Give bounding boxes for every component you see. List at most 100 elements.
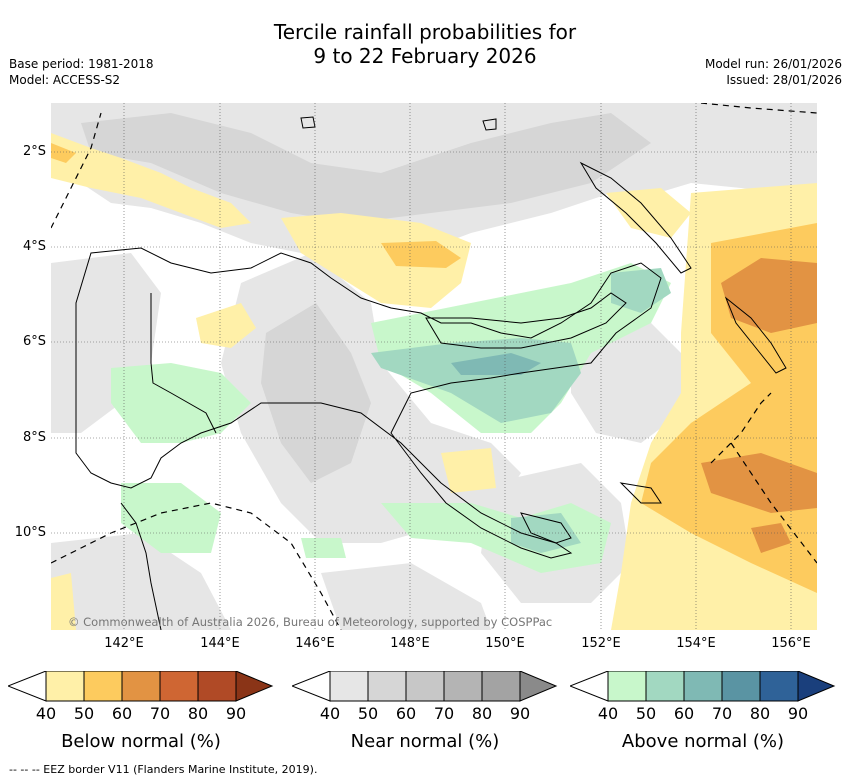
lon-label-142e: 142°E xyxy=(104,636,144,651)
below-normal-tick: 70 xyxy=(149,704,171,723)
above-normal-tick: 90 xyxy=(787,704,809,723)
eez-footnote: -- -- -- EEZ border V11 (Flanders Marine… xyxy=(9,763,318,776)
above-normal-northeast-50 xyxy=(611,268,671,313)
above-normal-swatch-70 xyxy=(721,671,761,702)
below-normal-small-west xyxy=(196,303,256,348)
below-normal-southwest xyxy=(51,573,76,630)
solomon-islands xyxy=(619,482,662,504)
below-normal-northwest-core xyxy=(51,143,76,163)
near-normal-tick: 40 xyxy=(319,704,341,723)
near-normal-title: Near normal (%) xyxy=(350,731,500,752)
lon-label-148e: 148°E xyxy=(390,636,430,651)
lon-label-152e: 152°E xyxy=(581,636,621,651)
near-normal-low-extend xyxy=(292,671,331,702)
near-normal-swatch-80 xyxy=(481,671,521,702)
above-normal-tick: 80 xyxy=(749,704,771,723)
title-line-2: 9 to 22 February 2026 xyxy=(313,44,537,68)
below-normal-tick: 50 xyxy=(73,704,95,723)
below-normal-east-60-lower xyxy=(701,453,817,513)
near-normal-tick: 80 xyxy=(471,704,493,723)
below-normal-east-60-upper xyxy=(721,258,817,333)
below-normal-north-central-core xyxy=(381,241,461,268)
bougainville xyxy=(724,296,787,374)
meta-right: Model run: 26/01/2026 Issued: 28/01/2026 xyxy=(705,56,842,88)
meta-left: Base period: 1981-2018 Model: ACCESS-S2 xyxy=(9,56,154,88)
above-normal-swatch-40 xyxy=(607,671,647,702)
above-normal-west xyxy=(111,363,251,443)
above-normal-high-extend xyxy=(797,671,836,702)
new-guinea-coastline xyxy=(75,247,662,559)
above-normal-swatch-60 xyxy=(683,671,723,702)
above-normal-swatch-80 xyxy=(759,671,799,702)
near-normal-high-extend xyxy=(519,671,558,702)
lat-label-4s: 4°S xyxy=(22,239,46,254)
australia-cape-york xyxy=(120,502,162,630)
near-normal-north-core xyxy=(81,113,651,223)
lon-label-146e: 146°E xyxy=(295,636,335,651)
near-normal-tick: 70 xyxy=(433,704,455,723)
near-normal-swatch-70 xyxy=(443,671,483,702)
below-normal-swatch-50 xyxy=(83,671,123,702)
below-normal-tick: 60 xyxy=(111,704,133,723)
base-period: Base period: 1981-2018 xyxy=(9,57,154,71)
below-normal-regions xyxy=(51,133,817,630)
near-normal-swatch-60 xyxy=(405,671,445,702)
near-normal-south xyxy=(51,533,231,630)
above-normal-tick: 70 xyxy=(711,704,733,723)
below-normal-high-extend xyxy=(235,671,274,702)
above-normal-swatch-50 xyxy=(645,671,685,702)
below-normal-northwest xyxy=(51,133,251,228)
near-normal-south-sea xyxy=(321,563,491,630)
below-normal-tick: 80 xyxy=(187,704,209,723)
near-normal-tick: 90 xyxy=(509,704,531,723)
eez-south-west xyxy=(51,502,342,630)
near-normal-swatch-40 xyxy=(329,671,369,702)
eez-south-east xyxy=(710,392,817,564)
below-normal-north-central xyxy=(281,213,471,308)
below-normal-title: Below normal (%) xyxy=(61,731,221,752)
below-normal-swatch-80 xyxy=(197,671,237,702)
lon-label-144e: 144°E xyxy=(200,636,240,651)
png-border xyxy=(150,293,217,434)
below-normal-colorbar xyxy=(8,671,274,702)
below-normal-east-60-dot xyxy=(751,523,791,553)
manus-island xyxy=(482,118,497,131)
below-normal-low-extend xyxy=(8,671,47,702)
lon-label-156e: 156°E xyxy=(771,636,811,651)
map-title: Tercile rainfall probabilities for 9 to … xyxy=(0,20,850,68)
near-normal-colorbar xyxy=(292,671,558,702)
model-run: Model run: 26/01/2026 xyxy=(704,57,842,71)
above-normal-central-60 xyxy=(451,353,541,375)
above-normal-southwest xyxy=(121,483,221,553)
above-normal-title: Above normal (%) xyxy=(621,731,785,752)
below-normal-tick: 90 xyxy=(225,704,247,723)
rainfall-map: © Commonwealth of Australia 2026, Bureau… xyxy=(51,103,817,630)
near-normal-tick: 60 xyxy=(395,704,417,723)
southeast-islands xyxy=(520,512,572,544)
copyright-text: © Commonwealth of Australia 2026, Bureau… xyxy=(68,615,552,629)
lat-label-10s: 10°S xyxy=(14,525,46,540)
below-normal-swatch-60 xyxy=(121,671,161,702)
near-normal-swatch-50 xyxy=(367,671,407,702)
issued-date: Issued: 28/01/2026 xyxy=(726,73,842,87)
eez-north-west xyxy=(51,112,102,229)
lat-label-6s: 6°S xyxy=(22,334,46,349)
graticule xyxy=(51,103,817,630)
above-normal-colorbar xyxy=(570,671,836,702)
below-normal-swatch-70 xyxy=(159,671,199,702)
below-normal-swatch-40 xyxy=(45,671,85,702)
near-normal-west xyxy=(51,253,161,433)
lat-label-2s: 2°S xyxy=(22,144,46,159)
new-britain xyxy=(425,292,627,349)
new-ireland xyxy=(579,161,692,274)
below-normal-tick: 40 xyxy=(35,704,57,723)
above-normal-green-spot xyxy=(301,538,346,558)
eez-north-east xyxy=(700,103,817,114)
above-normal-low-extend xyxy=(570,671,609,702)
model-name: Model: ACCESS-S2 xyxy=(9,73,121,87)
title-line-1: Tercile rainfall probabilities for xyxy=(273,20,577,44)
above-normal-tick: 60 xyxy=(673,704,695,723)
eez-borders xyxy=(51,103,817,630)
above-normal-tick: 50 xyxy=(635,704,657,723)
near-normal-tick: 50 xyxy=(357,704,379,723)
